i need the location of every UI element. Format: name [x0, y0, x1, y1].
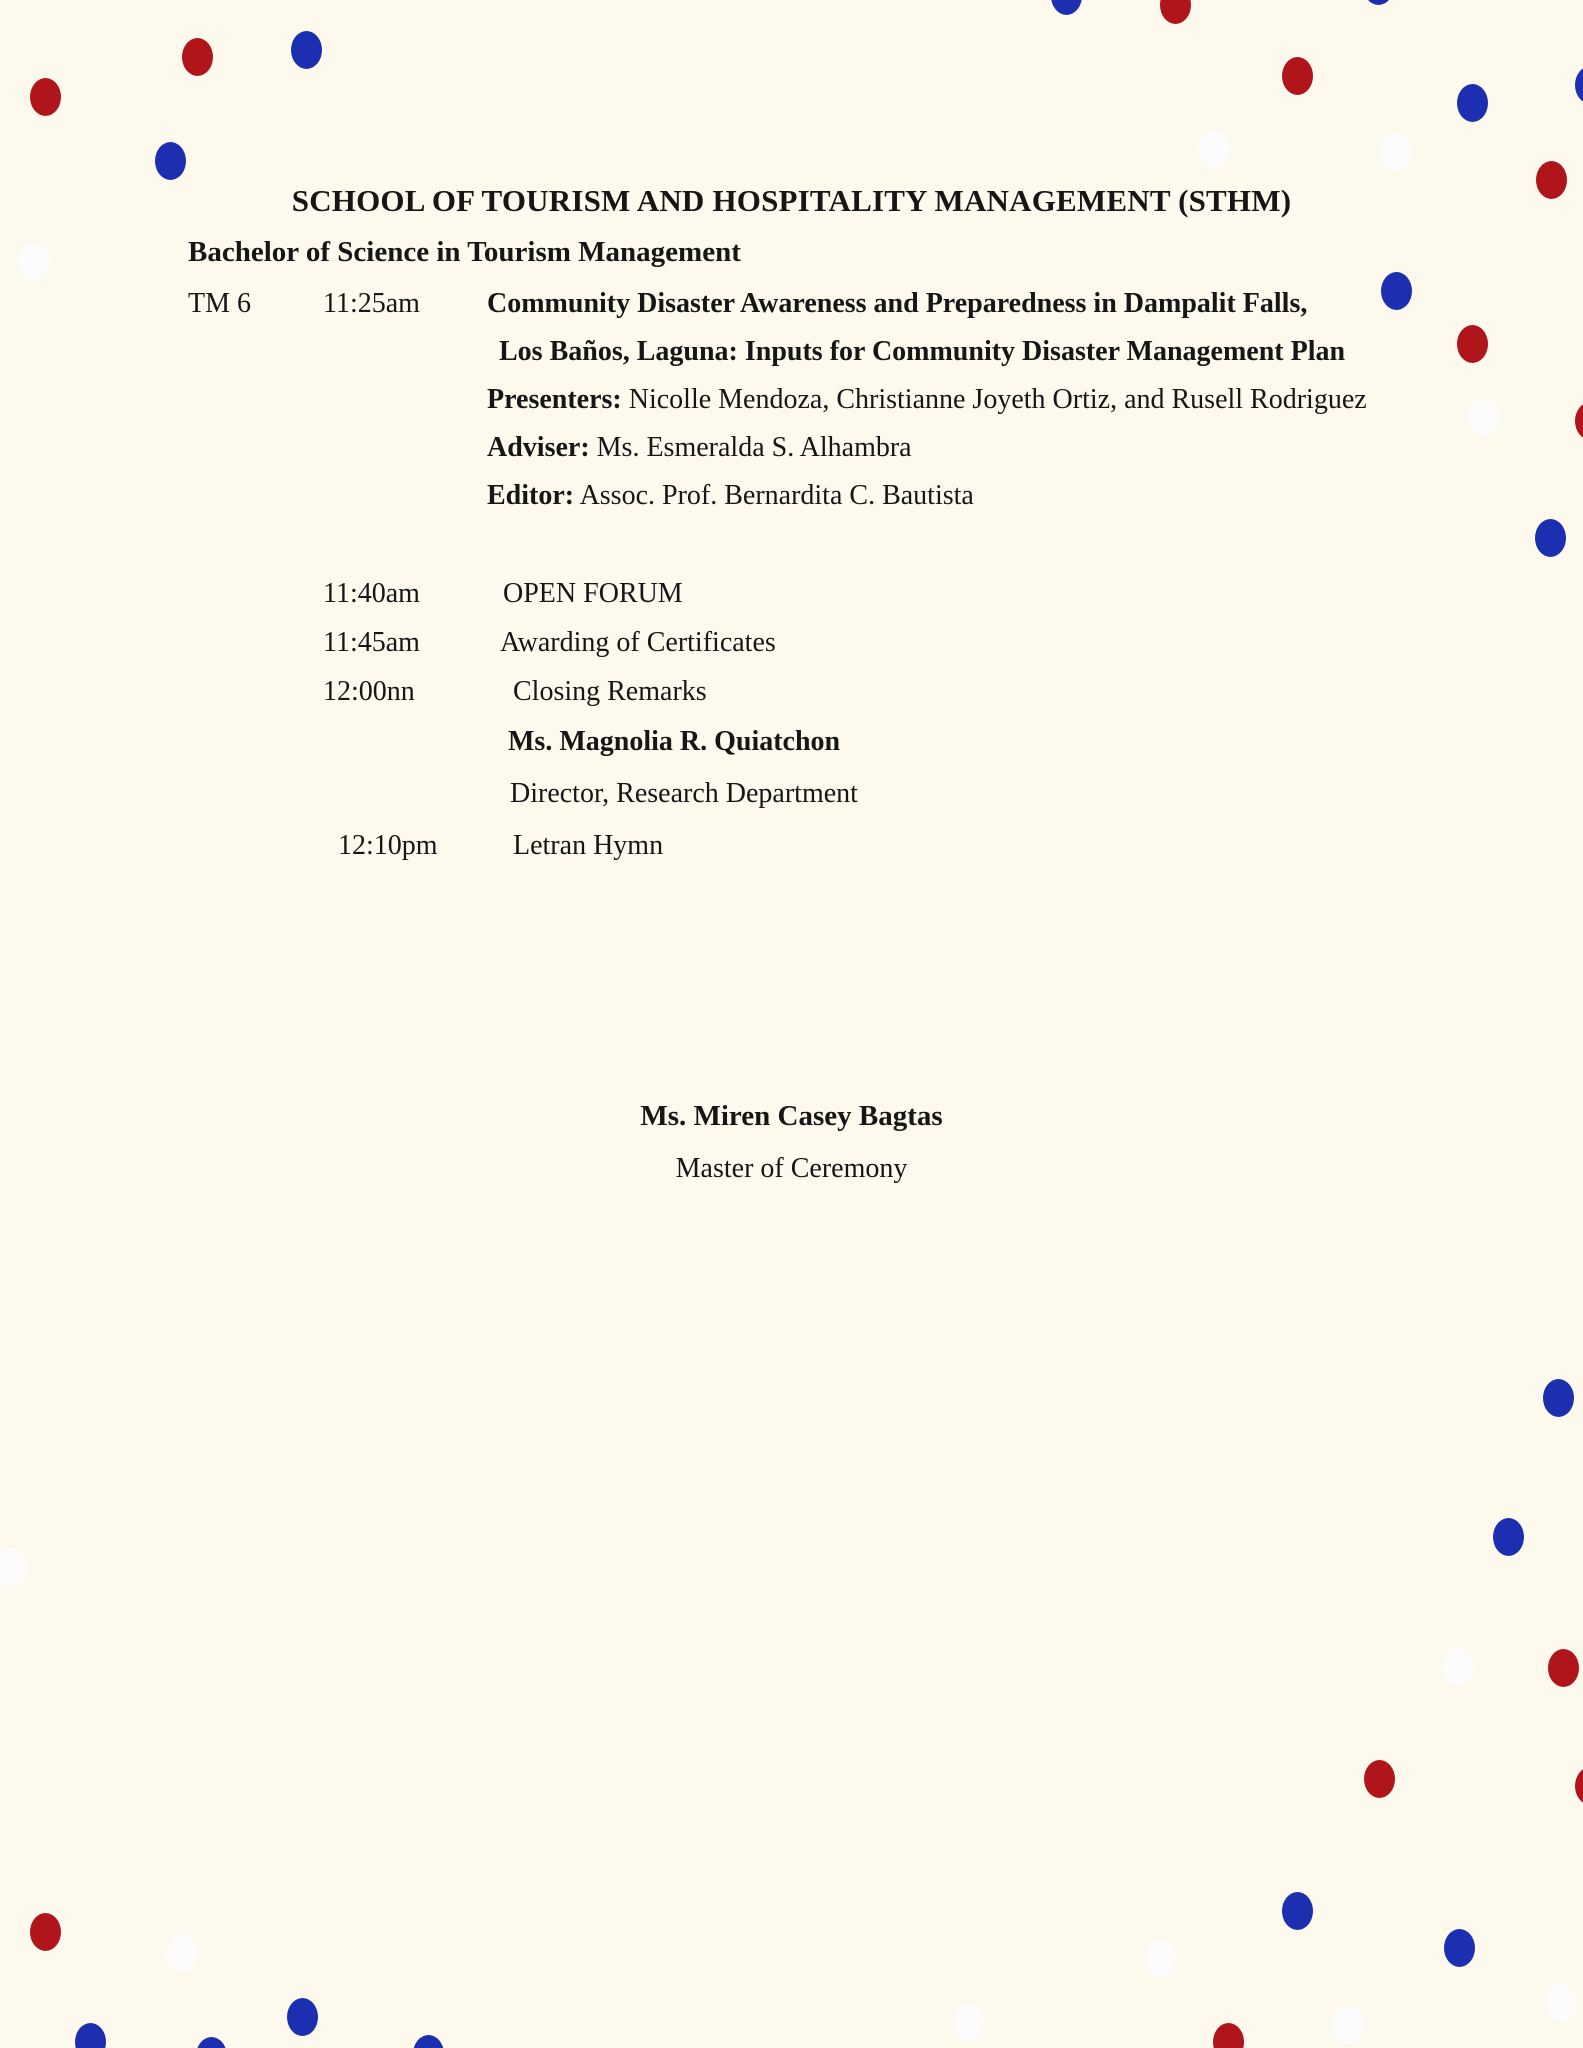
adviser-name: Ms. Esmeralda S. Alhambra: [589, 432, 912, 463]
confetti-dot-white: [1198, 130, 1230, 168]
confetti-dot-red: [1281, 57, 1313, 95]
confetti-dot-blue: [1362, 0, 1394, 5]
confetti-dot-red: [1159, 0, 1191, 24]
confetti-dot-red: [1574, 1767, 1583, 1805]
editor-label: Editor:: [487, 480, 575, 511]
confetti-dot-white: [952, 2003, 984, 2041]
schedule-item: OPEN FORUM: [503, 578, 683, 609]
confetti-dot-blue: [412, 2035, 444, 2048]
session-title-line1: Community Disaster Awareness and Prepare…: [487, 288, 1308, 319]
closing-speaker-name: Ms. Magnolia R. Quiatchon: [508, 726, 841, 757]
confetti-dot-blue: [1443, 1929, 1475, 1967]
confetti-dot-blue: [286, 1998, 318, 2036]
confetti-dot-red: [1535, 161, 1567, 199]
confetti-dot-white: [1378, 133, 1410, 171]
schedule-time: 11:40am: [323, 578, 420, 609]
confetti-dot-red: [1574, 402, 1583, 440]
confetti-dot-blue: [74, 2023, 106, 2048]
program-title: Bachelor of Science in Tourism Managemen…: [188, 236, 741, 268]
schedule-time: 12:00nn: [323, 676, 415, 707]
confetti-dot-white: [1467, 399, 1499, 437]
confetti-dot-white: [1144, 1939, 1176, 1977]
confetti-dot-blue: [1281, 1892, 1313, 1930]
confetti-dot-blue: [1542, 1379, 1574, 1417]
schedule-item: Awarding of Certificates: [500, 627, 776, 658]
presenters-label: Presenters:: [487, 384, 622, 415]
confetti-dot-red: [1363, 1760, 1395, 1798]
confetti-dot-white: [166, 1934, 198, 1972]
schedule-time: 11:45am: [323, 627, 420, 658]
confetti-dot-red: [181, 38, 213, 76]
confetti-dot-red: [29, 78, 61, 116]
confetti-dot-blue: [154, 142, 186, 180]
confetti-dot-white: [1332, 2006, 1364, 2044]
confetti-dot-red: [1212, 2023, 1244, 2048]
editor-line: Editor: Assoc. Prof. Bernardita C. Bauti…: [487, 480, 974, 512]
confetti-dot-blue: [290, 31, 322, 69]
confetti-dot-white: [17, 243, 49, 281]
confetti-dot-white: [0, 1548, 26, 1586]
hymn-time: 12:10pm: [338, 830, 438, 861]
session-time: 11:25am: [323, 288, 420, 319]
confetti-dot-blue: [1456, 84, 1488, 122]
emcee-name: Ms. Miren Casey Bagtas: [640, 1100, 943, 1132]
closing-speaker-title: Director, Research Department: [510, 778, 858, 809]
school-title: SCHOOL OF TOURISM AND HOSPITALITY MANAGE…: [291, 183, 1292, 218]
session-code: TM 6: [188, 288, 251, 319]
confetti-dot-blue: [1534, 519, 1566, 557]
presenters-line: Presenters: Nicolle Mendoza, Christianne…: [487, 384, 1367, 416]
confetti-dot-blue: [195, 2037, 227, 2048]
confetti-dot-blue: [1050, 0, 1082, 15]
presenters-names: Nicolle Mendoza, Christianne Joyeth Orti…: [621, 384, 1367, 415]
confetti-dot-red: [1456, 325, 1488, 363]
confetti-dot-red: [29, 1913, 61, 1951]
confetti-dot-white: [1544, 1984, 1576, 2022]
confetti-dot-blue: [1380, 272, 1412, 310]
editor-name: Assoc. Prof. Bernardita C. Bautista: [574, 480, 974, 511]
adviser-label: Adviser:: [487, 432, 590, 463]
confetti-dot-blue: [1492, 1518, 1524, 1556]
hymn-item: Letran Hymn: [513, 830, 664, 861]
confetti-dot-white: [1441, 1648, 1473, 1686]
session-title-line2: Los Baños, Laguna: Inputs for Community …: [499, 336, 1346, 367]
emcee-role: Master of Ceremony: [675, 1153, 908, 1184]
schedule-item: Closing Remarks: [513, 676, 707, 707]
adviser-line: Adviser: Ms. Esmeralda S. Alhambra: [487, 432, 912, 464]
confetti-dot-red: [1547, 1649, 1579, 1687]
confetti-dot-blue: [1574, 66, 1583, 104]
